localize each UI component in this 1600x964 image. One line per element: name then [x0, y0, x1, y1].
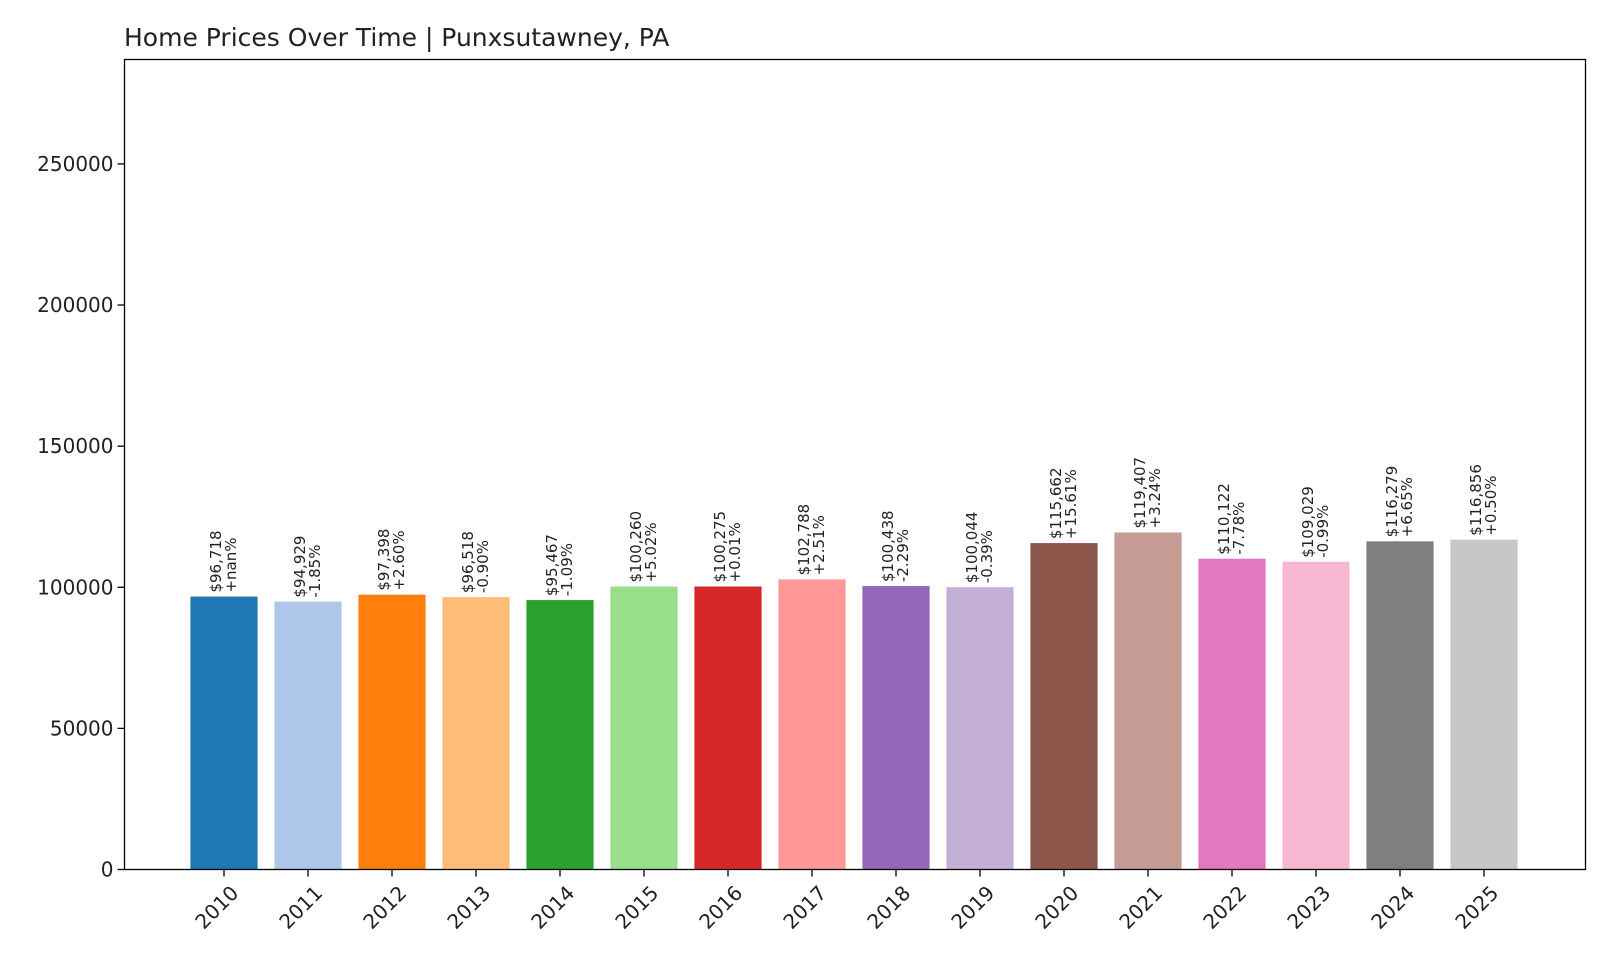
bar-change-label: +nan% [222, 538, 240, 593]
x-tick-label: 2018 [862, 881, 915, 934]
bar-price-label: $100,275 [711, 511, 729, 583]
bar-2021 [1114, 532, 1182, 870]
bar-2010 [190, 596, 258, 870]
bar-change-label: -7.78% [1230, 502, 1248, 555]
bar-price-label: $115,662 [1047, 467, 1065, 539]
bar-change-label: +2.51% [810, 515, 828, 575]
x-tick-label: 2011 [274, 881, 327, 934]
y-tick-label: 250000 [37, 152, 113, 176]
bar-price-label: $109,029 [1299, 486, 1317, 558]
bar-2016 [694, 586, 762, 870]
bars-group [190, 532, 1518, 870]
bar-price-label: $102,788 [795, 504, 813, 576]
x-tick-label: 2022 [1198, 881, 1251, 934]
bar-change-label: -0.99% [1314, 505, 1332, 558]
bar-2023 [1282, 561, 1350, 870]
y-tick-label: 100000 [37, 575, 113, 599]
x-tick-label: 2015 [610, 881, 663, 934]
x-tick-label: 2017 [778, 881, 831, 934]
x-tick-label: 2023 [1282, 881, 1335, 934]
x-tick-label: 2019 [946, 881, 999, 934]
bar-change-label: +2.60% [390, 530, 408, 590]
y-tick-label: 200000 [37, 293, 113, 317]
x-tick-label: 2021 [1114, 881, 1167, 934]
bar-price-label: $97,398 [375, 529, 393, 591]
bar-price-label: $94,929 [291, 536, 309, 598]
bar-2025 [1450, 539, 1518, 870]
bar-change-label: -1.09% [558, 543, 576, 596]
bar-change-label: +15.61% [1062, 469, 1080, 539]
bar-2019 [946, 587, 1014, 870]
bar-2013 [442, 597, 510, 870]
x-tick-label: 2013 [442, 881, 495, 934]
bar-2015 [610, 586, 678, 870]
x-tick-label: 2012 [358, 881, 411, 934]
x-tick-label: 2014 [526, 881, 579, 934]
bar-price-label: $95,467 [543, 534, 561, 596]
x-tick-label: 2024 [1366, 881, 1419, 934]
bar-change-label: -0.90% [474, 540, 492, 593]
chart-title: Home Prices Over Time | Punxsutawney, PA [124, 23, 669, 52]
bar-2012 [358, 594, 426, 870]
x-axis: 2010 2011 2012 2013 2014 2015 2016 2017 2018 2019… [190, 869, 1503, 934]
bar-change-label: -2.29% [894, 529, 912, 582]
bar-change-label: -0.39% [978, 530, 996, 583]
bar-2014 [526, 600, 594, 870]
bar-2018 [862, 586, 930, 870]
bar-price-label: $96,718 [207, 531, 225, 593]
bar-labels-group: $96,718+nan% $94,929-1.85% $97,398+2.60% $9… [207, 457, 1500, 598]
bar-change-label: +6.65% [1398, 477, 1416, 537]
bar-price-label: $116,856 [1467, 464, 1485, 536]
bar-price-label: $96,518 [459, 531, 477, 593]
bar-change-label: +3.24% [1146, 468, 1164, 528]
bar-price-label: $100,260 [627, 511, 645, 583]
x-tick-label: 2025 [1450, 881, 1503, 934]
bar-2011 [274, 601, 342, 870]
bar-change-label: +0.01% [726, 522, 744, 582]
y-tick-label: 0 [101, 858, 114, 882]
bar-price-label: $110,122 [1215, 483, 1233, 555]
y-tick-label: 150000 [37, 434, 113, 458]
bar-change-label: +5.02% [642, 522, 660, 582]
bar-price-label: $116,279 [1383, 466, 1401, 538]
x-tick-label: 2010 [190, 881, 243, 934]
bar-2024 [1366, 541, 1434, 870]
y-axis: 0 50000 100000 150000 200000 250000 [37, 152, 125, 882]
bar-change-label: -1.85% [306, 545, 324, 598]
y-tick-label: 50000 [50, 716, 114, 740]
x-tick-label: 2020 [1030, 881, 1083, 934]
bar-2017 [778, 579, 846, 870]
bar-price-label: $119,407 [1131, 457, 1149, 529]
plot-frame [123, 58, 1587, 871]
bar-price-label: $100,044 [963, 512, 981, 584]
bar-2022 [1198, 558, 1266, 870]
bar-price-label: $100,438 [879, 510, 897, 582]
x-tick-label: 2016 [694, 881, 747, 934]
bar-change-label: +0.50% [1482, 475, 1500, 535]
bar-2020 [1030, 543, 1098, 870]
